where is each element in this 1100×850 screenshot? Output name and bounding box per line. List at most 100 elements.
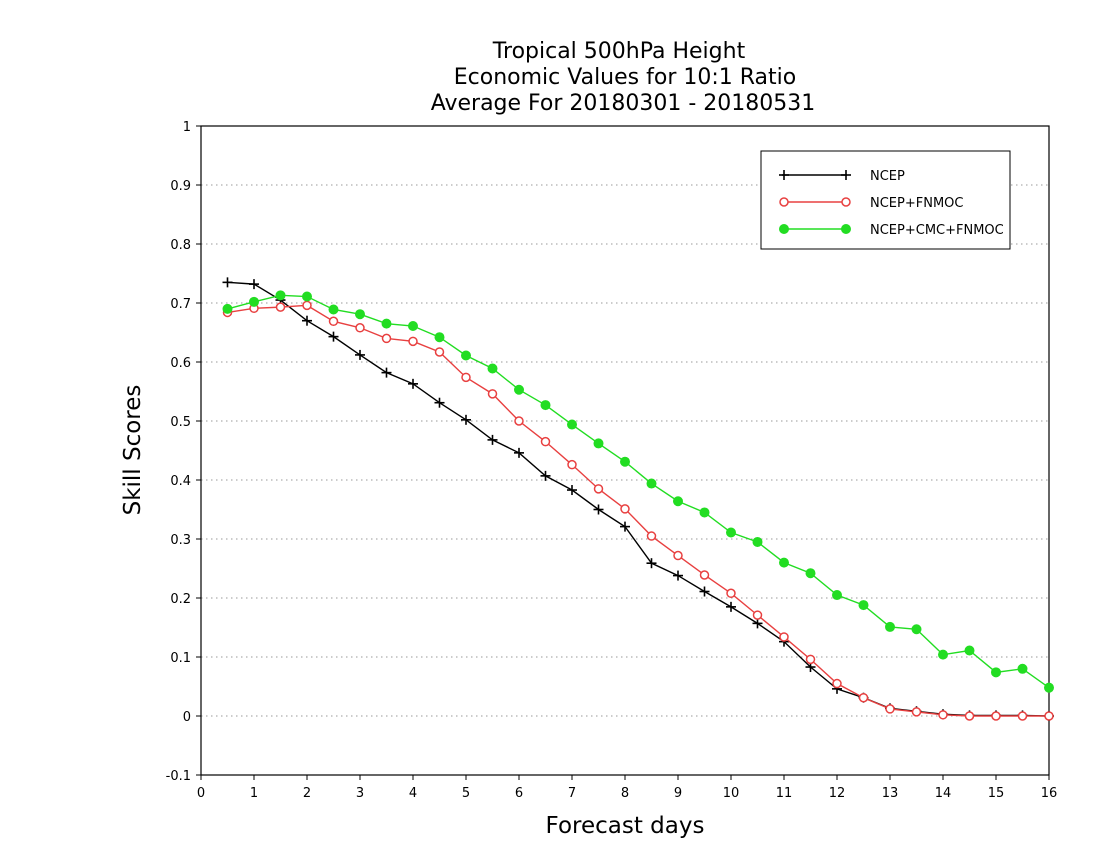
x-tick-label: 9 — [674, 786, 682, 801]
data-point — [673, 496, 683, 507]
x-tick-label: 15 — [988, 786, 1005, 801]
title-line-2: Economic Values for 10:1 Ratio — [454, 65, 796, 90]
data-point — [726, 601, 736, 612]
y-tick-label: 0.4 — [170, 474, 191, 489]
data-point — [726, 527, 736, 538]
x-tick-label: 16 — [1041, 786, 1058, 801]
data-point — [222, 303, 233, 314]
series-line — [227, 294, 1050, 689]
x-tick-label: 13 — [882, 786, 899, 801]
data-point — [408, 336, 418, 347]
data-point — [832, 678, 842, 689]
data-point — [567, 419, 577, 430]
data-point — [858, 600, 869, 611]
data-point — [673, 570, 683, 581]
series-layer — [222, 277, 1054, 721]
data-point — [355, 323, 365, 333]
data-point — [726, 588, 736, 599]
data-point — [408, 321, 418, 332]
data-point — [328, 316, 339, 327]
data-point — [752, 618, 763, 629]
data-point — [752, 610, 763, 620]
x-tick-label: 6 — [515, 786, 523, 801]
data-point — [991, 667, 1001, 678]
legend-label: NCEP — [870, 169, 905, 184]
y-axis: -0.1 0 0.1 0.2 0.3 0.4 0.5 0.6 0.7 0.8 0.9 1 — [166, 120, 201, 784]
legend-item: NCEP — [779, 169, 905, 184]
legend-marker — [841, 197, 851, 207]
data-point — [434, 347, 445, 357]
x-tick-label: 0 — [197, 786, 205, 801]
data-point — [832, 590, 842, 601]
data-point — [222, 277, 233, 288]
data-point — [487, 389, 498, 399]
y-tick-label: 1 — [183, 120, 191, 135]
y-tick-label: 0.1 — [170, 651, 191, 666]
x-tick-label: 7 — [568, 786, 576, 801]
data-point — [699, 570, 710, 580]
data-point — [699, 507, 710, 518]
data-point — [514, 384, 524, 395]
data-point — [461, 350, 471, 361]
y-tick-label: 0.9 — [170, 179, 191, 194]
data-point — [540, 400, 551, 411]
data-point — [699, 586, 710, 597]
data-point — [567, 485, 577, 496]
data-point — [752, 536, 763, 547]
x-tick-label: 4 — [409, 786, 417, 801]
data-point — [911, 707, 922, 717]
series-ncep-cmc-fnmoc — [222, 290, 1054, 693]
data-point — [355, 349, 365, 360]
series-ncep — [222, 277, 1054, 721]
data-point — [302, 315, 312, 326]
data-point — [487, 434, 498, 445]
data-point — [514, 447, 524, 458]
data-point — [593, 484, 604, 494]
data-point — [620, 521, 630, 532]
y-tick-label: -0.1 — [166, 769, 191, 784]
x-tick-label: 1 — [250, 786, 258, 801]
data-point — [646, 478, 657, 489]
data-point — [381, 318, 392, 329]
data-point — [885, 704, 895, 714]
data-point — [593, 504, 604, 515]
x-tick-label: 14 — [935, 786, 952, 801]
chart-title: Tropical 500hPa Height Economic Values f… — [431, 39, 816, 116]
data-point — [275, 302, 286, 312]
data-point — [673, 550, 683, 561]
data-point — [408, 378, 418, 389]
data-point — [381, 367, 392, 378]
series-line — [227, 281, 1050, 717]
legend-label: NCEP+CMC+FNMOC — [870, 223, 1004, 238]
legend-item: NCEP+FNMOC — [779, 196, 963, 211]
data-point — [911, 624, 922, 635]
x-tick-label: 10 — [723, 786, 740, 801]
data-point — [964, 645, 975, 656]
legend: NCEP NCEP+FNMOC NCEP+CMC+FNMOC — [760, 150, 1011, 250]
x-axis: 0 1 2 3 4 5 6 7 8 9 10 11 12 13 14 15 16 — [197, 775, 1057, 801]
x-axis-label: Forecast days — [546, 813, 705, 839]
y-tick-label: 0.6 — [170, 356, 191, 371]
data-point — [487, 363, 498, 374]
legend-marker — [779, 170, 789, 180]
x-tick-label: 11 — [776, 786, 793, 801]
data-point — [328, 331, 339, 342]
legend-marker — [779, 197, 789, 207]
data-point — [249, 279, 259, 290]
data-point — [355, 309, 365, 320]
data-point — [646, 531, 657, 541]
data-point — [275, 290, 286, 301]
data-point — [514, 416, 524, 426]
y-axis-label: Skill Scores — [120, 385, 146, 516]
x-tick-label: 5 — [462, 786, 470, 801]
data-point — [381, 333, 392, 344]
y-tick-label: 0.7 — [170, 297, 191, 312]
data-point — [328, 304, 339, 315]
legend-marker — [841, 224, 851, 234]
y-tick-label: 0.3 — [170, 533, 191, 548]
legend-item: NCEP+CMC+FNMOC — [779, 223, 1004, 238]
data-point — [434, 332, 445, 343]
series-line — [227, 304, 1049, 717]
data-point — [620, 504, 630, 514]
